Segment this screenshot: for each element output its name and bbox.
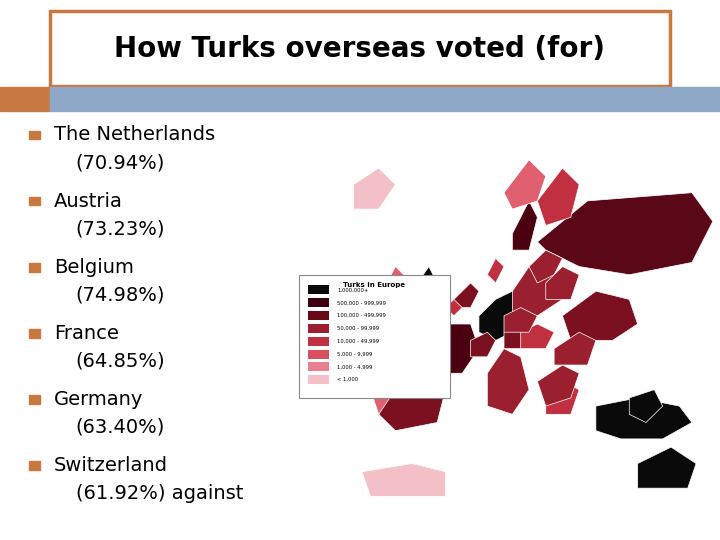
Polygon shape [638,447,696,488]
Polygon shape [513,201,537,250]
Text: Switzerland: Switzerland [54,456,168,475]
Bar [307,337,328,346]
Text: 50,000 - 99,999: 50,000 - 99,999 [337,326,379,331]
Text: Belgium: Belgium [54,258,134,277]
Bar [29,131,40,139]
Polygon shape [629,390,662,422]
Bar [50,87,720,111]
Text: Germany: Germany [54,390,143,409]
Text: (63.40%): (63.40%) [76,418,165,437]
Polygon shape [504,160,546,209]
Bar [29,329,40,338]
Polygon shape [537,168,579,226]
Polygon shape [521,324,554,349]
Polygon shape [529,250,562,283]
Text: (64.85%): (64.85%) [76,352,165,371]
Bar [307,311,328,320]
Polygon shape [487,349,529,414]
Polygon shape [546,381,579,414]
Polygon shape [537,193,713,275]
Text: < 1,000: < 1,000 [337,377,358,382]
Bar [29,263,40,272]
Text: France: France [54,324,119,343]
Polygon shape [554,332,596,365]
Text: 1,000,000+: 1,000,000+ [337,287,369,293]
Polygon shape [537,365,579,406]
Polygon shape [420,324,479,373]
Polygon shape [562,291,638,340]
Bar [29,461,40,470]
Text: Austria: Austria [54,192,123,211]
Text: 500,000 - 999,999: 500,000 - 999,999 [337,300,386,305]
Polygon shape [504,308,537,332]
Polygon shape [504,324,537,349]
Polygon shape [487,258,504,283]
Text: 5,000 - 9,999: 5,000 - 9,999 [337,352,372,356]
Polygon shape [412,267,437,308]
Bar [29,197,40,205]
Bar [0,87,50,111]
Bar [29,395,40,404]
Bar [307,375,328,384]
Text: How Turks overseas voted (for): How Turks overseas voted (for) [114,35,606,63]
Text: The Netherlands: The Netherlands [54,125,215,145]
Bar [307,298,328,307]
Polygon shape [387,267,404,291]
Text: (73.23%): (73.23%) [76,219,165,239]
Text: 1,000 - 4,999: 1,000 - 4,999 [337,364,372,369]
Polygon shape [546,267,579,299]
Polygon shape [446,299,462,316]
FancyBboxPatch shape [50,11,670,86]
Text: Turks in Europe: Turks in Europe [343,282,405,288]
Polygon shape [362,463,446,496]
Polygon shape [454,283,479,308]
Bar [307,286,328,294]
Text: 10,000 - 49,999: 10,000 - 49,999 [337,339,379,344]
Polygon shape [370,373,395,414]
Polygon shape [471,332,495,357]
Bar [307,324,328,333]
Polygon shape [379,381,446,431]
Bar [307,349,328,359]
FancyBboxPatch shape [300,275,450,398]
Polygon shape [596,398,692,439]
Text: (74.98%): (74.98%) [76,286,165,305]
Bar [307,362,328,372]
Text: (70.94%): (70.94%) [76,153,165,172]
Polygon shape [513,267,562,316]
Polygon shape [354,168,395,209]
Text: 100,000 - 499,999: 100,000 - 499,999 [337,313,386,318]
Polygon shape [479,291,521,340]
Text: (61.92%) against: (61.92%) against [76,484,243,503]
